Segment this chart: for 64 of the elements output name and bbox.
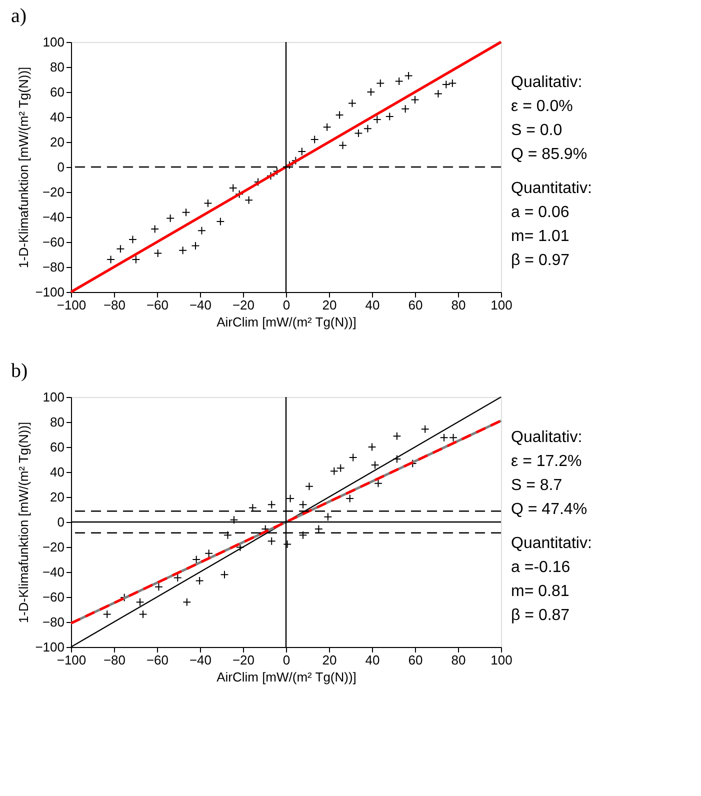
x-tick-label: 80: [451, 298, 466, 312]
y-tick-label: −20: [42, 184, 64, 200]
text: ε = 17.2%: [511, 453, 582, 470]
text: a =-0.16: [511, 559, 570, 576]
y-tick-label: 0: [57, 514, 64, 530]
x-tick-label: 40: [365, 298, 380, 312]
x-tick-label: 100: [490, 652, 512, 668]
text: S = 0.0: [511, 122, 562, 139]
y-tick-label: 100: [42, 34, 64, 50]
text: m= 0.81: [511, 583, 570, 600]
y-tick-label: −80: [42, 614, 64, 630]
y-tick-label: 40: [50, 110, 64, 124]
text: m= 1.01: [511, 228, 570, 245]
y-tick-label: 80: [50, 414, 64, 430]
y-tick-label: −40: [42, 564, 64, 580]
text: β = 0.87: [511, 607, 570, 624]
text: Qualitativ:: [511, 429, 582, 446]
y-tick-label: 60: [50, 440, 64, 454]
y-tick-label: −60: [42, 590, 64, 604]
x-tick-label: −20: [232, 298, 255, 312]
y-tick-label: −40: [42, 210, 64, 224]
x-tick-label: 60: [408, 652, 423, 668]
text: Q = 47.4%: [511, 501, 588, 518]
y-tick-label: 20: [50, 134, 64, 150]
x-tick-label: −60: [146, 298, 169, 312]
x-axis-title: AirClim [mW/(m² Tg(N))]: [216, 314, 356, 330]
text: β = 0.97: [511, 252, 570, 269]
y-tick-label: −20: [42, 540, 64, 554]
text: Q = 85.9%: [511, 146, 588, 163]
x-tick-label: 40: [365, 652, 380, 668]
x-tick-label: 60: [408, 298, 423, 312]
y-tick-label: 100: [42, 390, 64, 404]
y-tick-label: −80: [42, 260, 64, 274]
chart-title: b): [11, 360, 28, 382]
text: Quantitativ:: [511, 180, 592, 197]
x-tick-label: −60: [146, 652, 169, 668]
x-tick-label: −80: [103, 298, 126, 312]
x-tick-label: 20: [322, 652, 337, 668]
y-axis-title: 1-D-Klimafunktion [mW/(m² Tg(N))]: [16, 66, 32, 268]
y-tick-label: 20: [50, 490, 64, 504]
text: S = 8.7: [511, 477, 562, 494]
y-tick-label: −60: [42, 234, 64, 250]
x-tick-label: 20: [322, 298, 337, 312]
x-tick-label: −80: [103, 652, 126, 668]
y-tick-label: 60: [50, 84, 64, 100]
text: a = 0.06: [511, 204, 570, 221]
x-tick-label: −20: [232, 652, 255, 668]
x-tick-label: −40: [189, 652, 212, 668]
y-tick-label: 0: [57, 160, 64, 174]
text: ε = 0.0%: [511, 98, 573, 115]
x-tick-label: 0: [282, 652, 290, 668]
y-tick-label: −100: [35, 640, 64, 654]
y-axis-title: 1-D-Klimafunktion [mW/(m² Tg(N))]: [16, 422, 32, 624]
x-tick-label: −40: [189, 298, 212, 312]
y-tick-label: 80: [50, 60, 64, 74]
y-tick-label: −100: [35, 284, 64, 300]
x-axis-title: AirClim [mW/(m² Tg(N))]: [216, 670, 356, 684]
text: Quantitativ:: [511, 535, 592, 552]
x-tick-label: 80: [451, 652, 466, 668]
y-tick-label: 40: [50, 464, 64, 480]
x-tick-label: 100: [490, 298, 512, 312]
chart-title: a): [11, 5, 27, 27]
text: Qualitativ:: [511, 74, 582, 91]
x-tick-label: 0: [282, 298, 290, 312]
